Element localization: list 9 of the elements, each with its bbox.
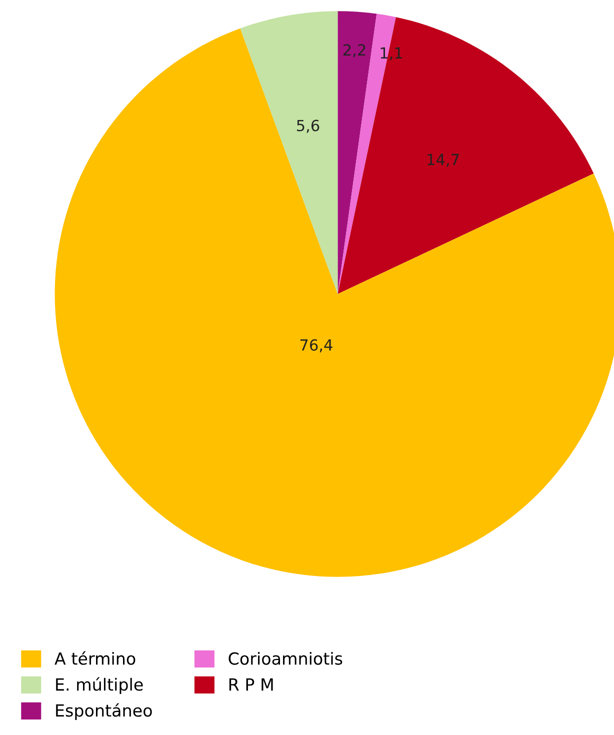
data-label: 5,6 [297, 120, 320, 133]
legend-label: Espontáneo [56, 703, 152, 720]
data-label: 14,7 [428, 154, 459, 167]
legend-label: A término [54, 651, 136, 665]
legend-label: E. múltiple [56, 677, 143, 694]
data-label: 76,4 [300, 339, 332, 352]
legend-label: Corioamniotis [228, 652, 342, 665]
data-label: 2,2 [343, 44, 366, 58]
legend-label: R P M [229, 678, 273, 691]
